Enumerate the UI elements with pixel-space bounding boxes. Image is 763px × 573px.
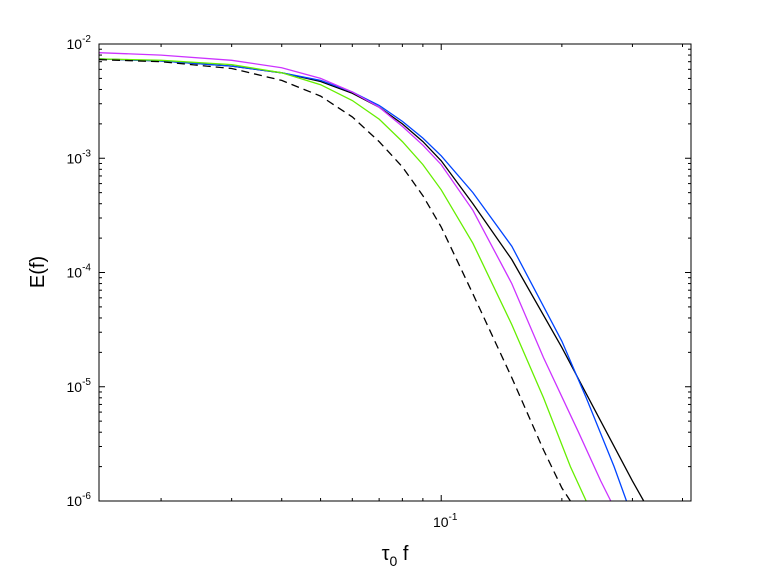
y-tick-label-2: 10-5 [67,377,92,395]
y-tick-label-5: 10-2 [67,34,92,52]
y-tick-label-3: 10-4 [67,263,92,281]
plot-background [99,44,691,501]
series-line-4 [99,58,587,501]
series-line-5 [99,58,571,501]
x-axis-label: τ0 f [382,543,409,569]
series-line-3 [99,52,612,501]
y-axis-label: E(f) [27,256,49,288]
y-tick-label-4: 10-3 [67,148,92,166]
y-tick-label-1: 10-6 [67,491,92,509]
series-line-2 [99,58,628,501]
tick-layer: 10-6 10-5 10-4 10-3 10-2 10-1 [67,34,691,530]
x-tick-label-1: 10-1 [433,512,458,530]
series-layer [99,52,645,501]
